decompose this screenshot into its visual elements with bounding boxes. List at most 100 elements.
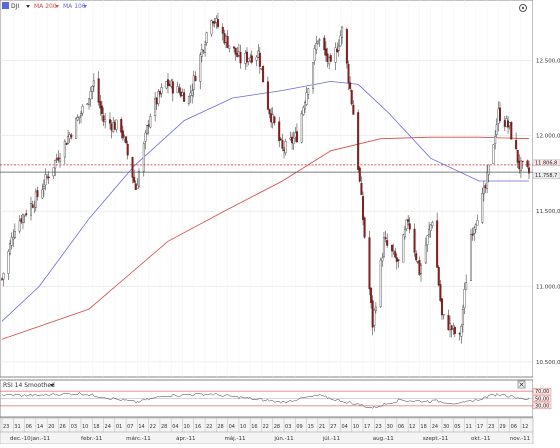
- candle-body: [113, 122, 116, 130]
- close-icon[interactable]: [517, 380, 526, 389]
- x-tick-label: 07: [127, 424, 133, 430]
- candle-body: [352, 104, 355, 115]
- candle-body: [370, 287, 373, 303]
- candle-body: [181, 92, 184, 96]
- candle-body: [313, 47, 316, 61]
- candle-body: [420, 264, 423, 274]
- reference-label-box: [532, 172, 560, 179]
- chevron-down-icon[interactable]: [83, 5, 87, 8]
- rsi-title: RSI 14 Smoothed: [3, 382, 55, 389]
- candle-body: [407, 219, 410, 222]
- candle-body: [442, 314, 445, 316]
- x-tick-label: 10: [240, 424, 246, 430]
- candle-body: [212, 21, 215, 24]
- candle-body: [386, 240, 389, 246]
- x-tick-label: 28: [161, 424, 167, 430]
- ma200-path: [1, 136, 530, 340]
- candle-body: [350, 90, 353, 105]
- candle-body: [302, 107, 305, 115]
- candle-body: [81, 106, 84, 114]
- candle-body: [134, 183, 137, 190]
- candle-body: [158, 91, 161, 95]
- candle-body: [249, 57, 252, 62]
- x-tick-label: 23: [375, 424, 381, 430]
- candle-body: [291, 136, 294, 144]
- candle-body: [428, 229, 431, 235]
- y-tick-label: 12.000,0: [536, 134, 560, 140]
- x-tick-label: 24: [432, 424, 438, 430]
- candle-body: [228, 45, 231, 49]
- x-tick-label: 31: [14, 424, 20, 430]
- x-month-label: dec.-10: [10, 436, 31, 442]
- candle-body: [149, 115, 152, 128]
- candle-body: [294, 132, 297, 138]
- candle-body: [10, 236, 13, 246]
- candle-body: [57, 157, 60, 161]
- x-tick-label: 16: [195, 424, 201, 430]
- candle-body: [120, 118, 123, 133]
- candle-body: [394, 251, 397, 258]
- candle-body: [473, 227, 476, 234]
- rsi-path: [1, 392, 530, 409]
- candle-body: [289, 137, 292, 140]
- candle-body: [373, 309, 376, 326]
- candle-body: [9, 243, 12, 254]
- x-tick-label: 10: [184, 424, 190, 430]
- candle-body: [204, 44, 207, 53]
- candle-body: [247, 58, 250, 62]
- candle-body: [437, 267, 440, 286]
- candle-body: [12, 236, 15, 240]
- candle-body: [329, 55, 332, 62]
- candle-body: [244, 53, 247, 64]
- x-tick-label: 10: [353, 424, 359, 430]
- candle-body: [154, 98, 157, 116]
- chevron-down-icon[interactable]: [55, 5, 59, 8]
- x-month-label: okt.-11: [471, 436, 490, 442]
- x-tick-label: 22: [206, 424, 212, 430]
- candle-body: [379, 259, 382, 307]
- candle-body: [123, 136, 126, 140]
- candle-body: [431, 222, 434, 226]
- candle-body: [200, 49, 203, 57]
- y-tick-label: 11.000,0: [536, 285, 560, 291]
- candle-body: [295, 131, 298, 143]
- candle-body: [166, 79, 169, 86]
- candle-body: [102, 115, 105, 122]
- candle-body: [33, 206, 36, 209]
- candle-body: [46, 176, 49, 178]
- candle-body: [226, 36, 229, 48]
- candle-body: [336, 48, 339, 52]
- x-tick-label: 04: [172, 424, 178, 430]
- candle-body: [381, 257, 384, 262]
- candle-body: [257, 50, 260, 58]
- candle-body: [178, 87, 181, 93]
- candle-body: [89, 91, 92, 100]
- candle-body: [42, 186, 45, 189]
- x-tick-label: 30: [387, 424, 393, 430]
- candle-body: [18, 220, 21, 232]
- y-axis: 10.500,0 11.000,0 11.500,0 12.000,0 12.500,0: [536, 58, 560, 366]
- chevron-down-icon[interactable]: [50, 384, 54, 387]
- candle-body: [521, 160, 524, 163]
- x-month-label: jan.-11: [30, 436, 50, 442]
- candle-body: [463, 289, 466, 308]
- candle-body: [165, 81, 168, 89]
- candle-body: [108, 119, 111, 124]
- chevron-down-icon[interactable]: [26, 5, 30, 8]
- candle-body: [337, 45, 340, 51]
- candle-body: [347, 64, 350, 83]
- candle-body: [307, 88, 310, 95]
- candle-body: [528, 167, 531, 174]
- candle-body: [494, 136, 497, 144]
- candle-body: [283, 149, 286, 151]
- candle-body: [70, 134, 73, 138]
- candle-body: [262, 65, 265, 83]
- candle-body: [1, 278, 4, 280]
- reference-label-box: [532, 159, 560, 167]
- candle-body: [339, 35, 342, 47]
- gear-icon[interactable]: [519, 4, 527, 12]
- x-tick-label: 26: [59, 424, 65, 430]
- reference-lines: 11.806,8 11.758,7: [0, 159, 560, 179]
